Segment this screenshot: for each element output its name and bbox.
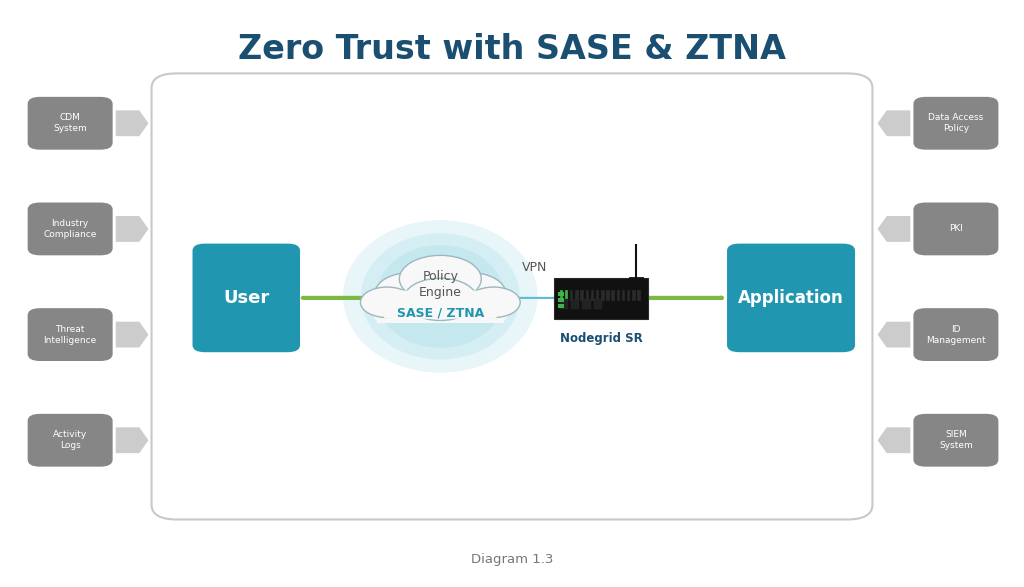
Polygon shape (878, 216, 910, 242)
Bar (558, 298, 564, 302)
FancyBboxPatch shape (193, 244, 300, 352)
Bar (558, 292, 564, 296)
Polygon shape (116, 427, 148, 453)
Bar (611, 290, 614, 301)
Text: CDM
System: CDM System (53, 113, 87, 133)
Bar (637, 290, 641, 301)
FancyBboxPatch shape (28, 308, 113, 361)
Polygon shape (116, 110, 148, 136)
Bar (594, 299, 602, 309)
Bar (581, 290, 584, 301)
FancyBboxPatch shape (384, 291, 497, 319)
Ellipse shape (376, 245, 504, 348)
Bar (622, 290, 626, 301)
Bar (565, 290, 568, 301)
Bar (560, 290, 563, 301)
Text: SASE / ZTNA: SASE / ZTNA (396, 306, 484, 319)
Circle shape (399, 255, 481, 302)
Circle shape (432, 272, 506, 315)
FancyBboxPatch shape (152, 73, 872, 519)
FancyBboxPatch shape (374, 296, 507, 320)
Ellipse shape (360, 233, 519, 359)
Text: Application: Application (738, 289, 844, 307)
Text: PKI: PKI (949, 224, 963, 234)
Text: VPN: VPN (522, 261, 547, 274)
Circle shape (403, 278, 477, 321)
Bar (616, 290, 621, 301)
Text: ID
Management: ID Management (926, 325, 986, 345)
FancyBboxPatch shape (28, 97, 113, 150)
Bar (586, 290, 589, 301)
Text: Diagram 1.3: Diagram 1.3 (471, 553, 553, 566)
Bar (601, 290, 604, 301)
FancyBboxPatch shape (913, 203, 998, 255)
Bar (560, 299, 568, 309)
Circle shape (360, 287, 414, 318)
FancyBboxPatch shape (913, 308, 998, 361)
Text: Zero Trust with SASE & ZTNA: Zero Trust with SASE & ZTNA (238, 33, 786, 66)
Ellipse shape (343, 220, 538, 373)
Bar (627, 290, 631, 301)
Circle shape (375, 272, 449, 315)
Circle shape (467, 287, 520, 318)
FancyBboxPatch shape (913, 414, 998, 467)
Polygon shape (116, 322, 148, 348)
Bar (632, 290, 636, 301)
Text: Nodegrid SR: Nodegrid SR (560, 332, 642, 345)
Bar (575, 290, 579, 301)
Bar (377, 311, 504, 323)
Polygon shape (116, 216, 148, 242)
Text: Activity
Logs: Activity Logs (53, 430, 87, 450)
FancyBboxPatch shape (28, 414, 113, 467)
Bar (596, 290, 599, 301)
Bar (570, 290, 573, 301)
FancyBboxPatch shape (28, 203, 113, 255)
FancyBboxPatch shape (554, 278, 648, 319)
FancyBboxPatch shape (727, 244, 855, 352)
Bar (591, 290, 594, 301)
Text: User: User (223, 289, 269, 307)
Bar (583, 299, 591, 309)
Polygon shape (878, 110, 910, 136)
Bar (606, 290, 609, 301)
FancyBboxPatch shape (913, 97, 998, 150)
Polygon shape (878, 427, 910, 453)
Text: Policy
Engine: Policy Engine (419, 270, 462, 299)
Bar (571, 299, 580, 309)
Text: Industry
Compliance: Industry Compliance (43, 219, 97, 239)
Text: SIEM
System: SIEM System (939, 430, 973, 450)
Bar (558, 304, 564, 308)
Text: Threat
Intelligence: Threat Intelligence (43, 325, 97, 345)
Text: Data Access
Policy: Data Access Policy (929, 113, 983, 133)
Polygon shape (878, 322, 910, 348)
